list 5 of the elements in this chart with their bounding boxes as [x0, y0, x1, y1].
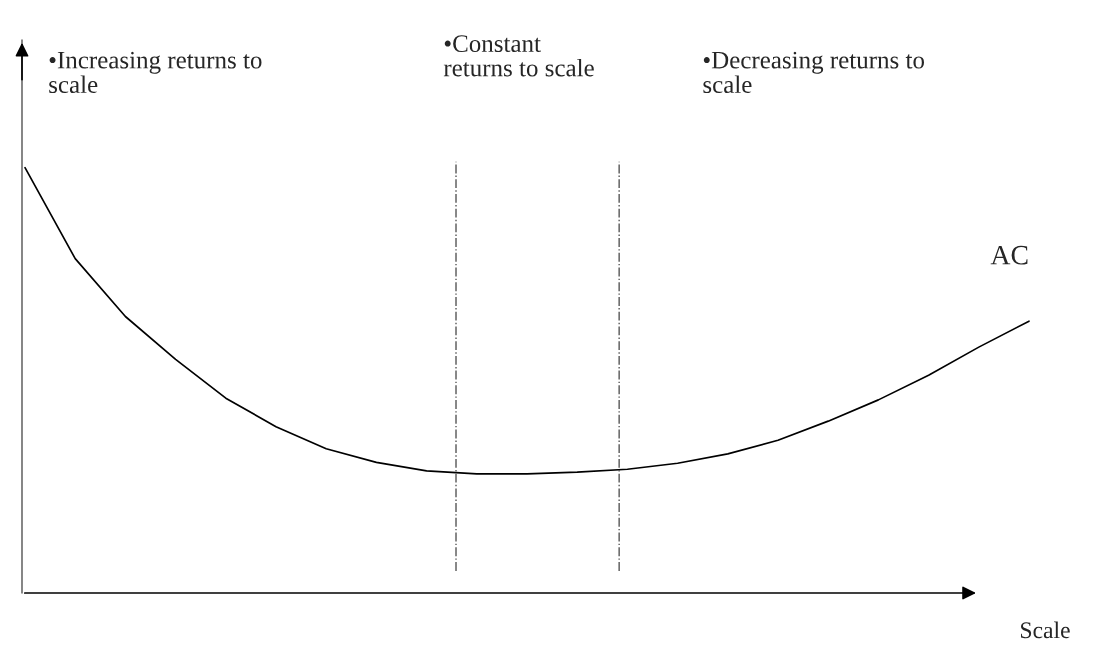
x-axis-title: Scale — [1021, 621, 1070, 639]
text: •Decreasing returns to scale — [703, 51, 925, 94]
text: •Constant returns to scale — [443, 35, 594, 77]
text: •Increasing returns to scale — [49, 51, 262, 94]
text: AC — [990, 245, 1028, 265]
